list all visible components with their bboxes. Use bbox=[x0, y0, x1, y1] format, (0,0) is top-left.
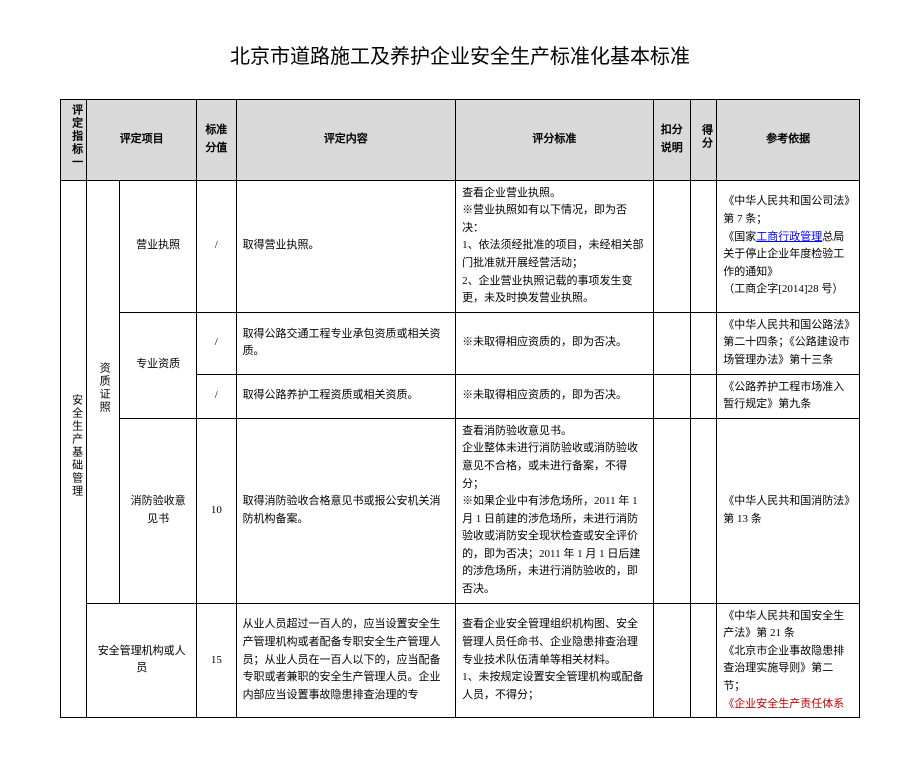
cell-standard: ※未取得相应资质的，即为否决。 bbox=[456, 374, 654, 418]
cell-item: 消防验收意见书 bbox=[120, 418, 197, 603]
th-ref: 参考依据 bbox=[717, 100, 860, 181]
table-row: 安全生产基础管理 资质证照 营业执照 / 取得营业执照。 查看企业营业执照。 ※… bbox=[61, 180, 860, 312]
cell-score: / bbox=[197, 374, 237, 418]
cell-ref: 《中华人民共和国公路法》第二十四条；《公路建设市场管理办法》第十三条 bbox=[717, 312, 860, 374]
th-deduct: 扣分说明 bbox=[653, 100, 690, 181]
cell-standard: 查看企业安全管理组织机构图、安全管理人员任命书、企业隐患排查治理专业技术队伍清单… bbox=[456, 603, 654, 718]
cell-score: / bbox=[197, 312, 237, 374]
th-item: 评定项目 bbox=[87, 100, 197, 181]
group-level2: 资质证照 bbox=[87, 180, 120, 603]
cell-item: 营业执照 bbox=[120, 180, 197, 312]
cell-got bbox=[690, 312, 716, 374]
cell-standard: ※未取得相应资质的，即为否决。 bbox=[456, 312, 654, 374]
cell-ref: 《中华人民共和国公司法》第 7 条； 《国家工商行政管理总局关于停止企业年度检验… bbox=[717, 180, 860, 312]
cell-deduct bbox=[653, 603, 690, 718]
red-text: 《企业安全生产责任体系 bbox=[723, 698, 844, 710]
cell-content: 取得营业执照。 bbox=[236, 180, 456, 312]
cell-content: 从业人员超过一百人的，应当设置安全生产管理机构或者配备专职安全生产管理人员；从业… bbox=[236, 603, 456, 718]
th-score: 标准分值 bbox=[197, 100, 237, 181]
th-indicator: 评定指标一 bbox=[61, 100, 87, 181]
cell-deduct bbox=[653, 418, 690, 603]
cell-ref: 《中华人民共和国消防法》第 13 条 bbox=[717, 418, 860, 603]
cell-score: 15 bbox=[197, 603, 237, 718]
cell-deduct bbox=[653, 180, 690, 312]
table-row: 消防验收意见书 10 取得消防验收合格意见书或报公安机关消防机构备案。 查看消防… bbox=[61, 418, 860, 603]
th-standard: 评分标准 bbox=[456, 100, 654, 181]
link-text: 工商行政管理 bbox=[756, 231, 822, 243]
table-header-row: 评定指标一 评定项目 标准分值 评定内容 评分标准 扣分说明 得分 参考依据 bbox=[61, 100, 860, 181]
cell-score: 10 bbox=[197, 418, 237, 603]
th-content: 评定内容 bbox=[236, 100, 456, 181]
cell-item: 安全管理机构或人员 bbox=[87, 603, 197, 718]
cell-deduct bbox=[653, 374, 690, 418]
cell-score: / bbox=[197, 180, 237, 312]
standards-table: 评定指标一 评定项目 标准分值 评定内容 评分标准 扣分说明 得分 参考依据 安… bbox=[60, 99, 860, 718]
cell-deduct bbox=[653, 312, 690, 374]
cell-content: 取得消防验收合格意见书或报公安机关消防机构备案。 bbox=[236, 418, 456, 603]
cell-got bbox=[690, 418, 716, 603]
cell-got bbox=[690, 180, 716, 312]
cell-content: 取得公路养护工程资质或相关资质。 bbox=[236, 374, 456, 418]
cell-ref: 《公路养护工程市场准入暂行规定》第九条 bbox=[717, 374, 860, 418]
table-row: 专业资质 / 取得公路交通工程专业承包资质或相关资质。 ※未取得相应资质的，即为… bbox=[61, 312, 860, 374]
cell-ref: 《中华人民共和国安全生产法》第 21 条 《北京市企业事故隐患排查治理实施导则》… bbox=[717, 603, 860, 718]
cell-got bbox=[690, 374, 716, 418]
cell-standard: 查看企业营业执照。 ※营业执照如有以下情况，即为否决： 1、依法须经批准的项目，… bbox=[456, 180, 654, 312]
cell-got bbox=[690, 603, 716, 718]
table-row: 安全管理机构或人员 15 从业人员超过一百人的，应当设置安全生产管理机构或者配备… bbox=[61, 603, 860, 718]
th-got: 得分 bbox=[690, 100, 716, 181]
cell-content: 取得公路交通工程专业承包资质或相关资质。 bbox=[236, 312, 456, 374]
cell-standard: 查看消防验收意见书。 企业整体未进行消防验收或消防验收意见不合格，或未进行备案，… bbox=[456, 418, 654, 603]
cell-item: 专业资质 bbox=[120, 312, 197, 418]
group-level1: 安全生产基础管理 bbox=[61, 180, 87, 718]
page-title: 北京市道路施工及养护企业安全生产标准化基本标准 bbox=[60, 40, 860, 69]
